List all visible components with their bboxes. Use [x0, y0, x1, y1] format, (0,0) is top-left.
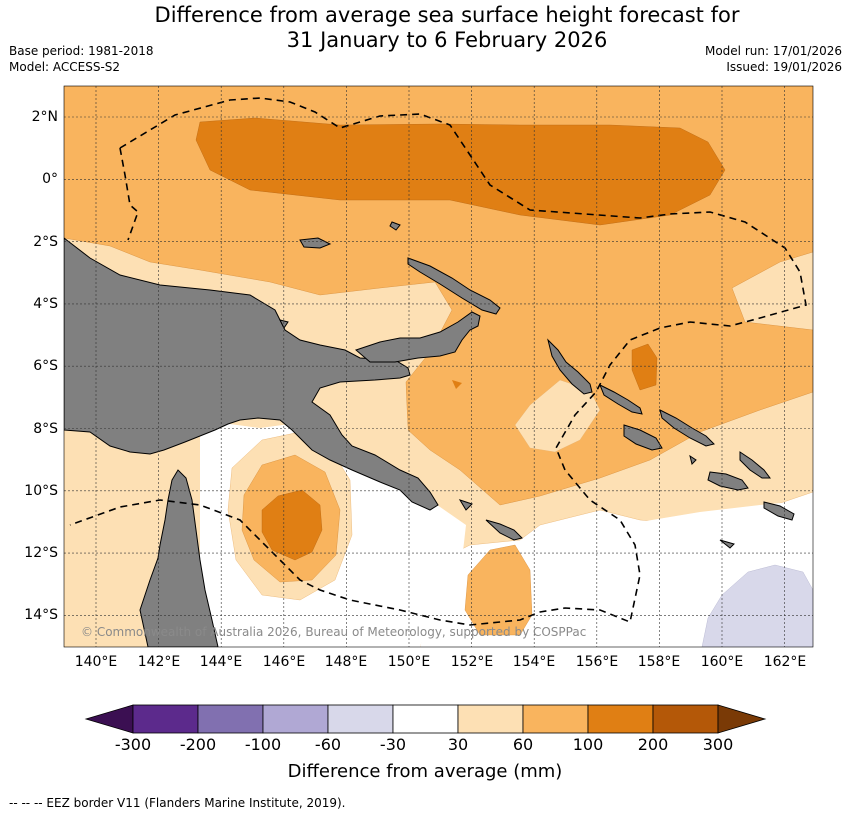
- colorbar-label: -300: [114, 735, 152, 754]
- colorbar-label: 300: [702, 735, 734, 754]
- lat-label-14s: 14°S: [24, 607, 58, 623]
- colorbar-cell-30-30: [392, 704, 459, 734]
- lon-label-152e: 152°E: [450, 654, 494, 670]
- lon-label-140e: 140°E: [74, 654, 118, 670]
- anomaly-100-200-coral-sea: [261, 489, 323, 561]
- model-run: Model run: 17/01/2026: [704, 44, 842, 58]
- colorbar-cell-300-200: [132, 704, 199, 734]
- colorbar-title: Difference from average (mm): [287, 761, 563, 782]
- lat-label-2n: 2°N: [31, 109, 58, 125]
- lat-label-0: 0°: [42, 171, 58, 187]
- land-islet-d: [458, 499, 473, 511]
- colorbar-cell-30-60: [457, 704, 524, 734]
- lon-label-146e: 146°E: [262, 654, 306, 670]
- land-new-ireland: [407, 257, 501, 315]
- colorbar-cell-200-300: [652, 704, 719, 734]
- lon-label-154e: 154°E: [512, 654, 556, 670]
- anomaly-30-60-patch-east: [514, 379, 601, 453]
- map-gridlines: [64, 86, 813, 647]
- lat-label-8s: 8°S: [33, 421, 58, 437]
- land-choiseul: [599, 383, 643, 415]
- land-new-guinea: [64, 237, 439, 511]
- land-bougainville: [547, 338, 593, 395]
- land-islet-f: [689, 454, 697, 465]
- land-malaita: [739, 451, 771, 479]
- colorbar-cell-60-30: [327, 704, 394, 734]
- land-new-georgia: [623, 424, 663, 451]
- colorbar-cell-below-300: [84, 704, 134, 734]
- colorbar-label: 200: [637, 735, 669, 754]
- colorbar-label: 100: [572, 735, 604, 754]
- land-australia: [139, 469, 219, 647]
- colorbar-cell-200-100: [197, 704, 264, 734]
- lon-label-156e: 156°E: [575, 654, 619, 670]
- colorbar-cell-60-100: [522, 704, 589, 734]
- colorbar-label: 60: [512, 735, 534, 754]
- land-guadalcanal: [707, 471, 749, 491]
- eez-border: [69, 97, 807, 626]
- colorbar-cell-100-60: [262, 704, 329, 734]
- land-manus: [299, 237, 332, 249]
- lon-label-142e: 142°E: [137, 654, 181, 670]
- anomaly-30-60-patch-coast: [330, 388, 408, 440]
- anomaly-100-200-north: [195, 117, 726, 226]
- colorbar-label: -30: [379, 735, 407, 754]
- colorbar: [84, 704, 767, 734]
- meta-left: Base period: 1981-2018 Model: ACCESS-S2: [9, 43, 154, 75]
- issued-date: Issued: 19/01/2026: [726, 60, 842, 74]
- lon-label-162e: 162°E: [763, 654, 807, 670]
- title-line-1: Difference from average sea surface heig…: [154, 3, 740, 27]
- land-islet-a: [389, 221, 401, 231]
- anomaly-negative-region: [701, 564, 813, 647]
- lon-label-150e: 150°E: [387, 654, 431, 670]
- colorbar-cell-above-300: [717, 704, 767, 734]
- lat-label-10s: 10°S: [24, 483, 58, 499]
- anomaly-100-200-patch: [631, 343, 658, 391]
- land-santa-isabel: [659, 409, 715, 447]
- map-frame: [63, 85, 814, 648]
- lat-label-2s: 2°S: [33, 234, 58, 250]
- land-new-britain: [355, 311, 481, 363]
- colorbar-cell-100-200: [587, 704, 654, 734]
- colorbar-label: -60: [314, 735, 342, 754]
- anomaly-100-200-dot: [452, 380, 462, 389]
- copyright-notice: © Commonwealth of Australia 2026, Bureau…: [81, 625, 587, 639]
- lat-label-12s: 12°S: [24, 545, 58, 561]
- colorbar-label: -200: [179, 735, 217, 754]
- map-title: Difference from average sea surface heig…: [0, 3, 850, 53]
- eez-legend-note: -- -- -- EEZ border V11 (Flanders Marine…: [9, 796, 346, 810]
- meta-right: Model run: 17/01/2026 Issued: 19/01/2026: [705, 43, 842, 75]
- land-makira: [763, 501, 795, 521]
- lat-label-6s: 6°S: [33, 358, 58, 374]
- land-islet-c: [485, 519, 523, 541]
- lon-label-144e: 144°E: [199, 654, 243, 670]
- lon-label-160e: 160°E: [700, 654, 744, 670]
- lon-label-158e: 158°E: [637, 654, 681, 670]
- colorbar-label: 30: [447, 735, 469, 754]
- title-line-2: 31 January to 6 February 2026: [286, 28, 608, 52]
- lon-label-148e: 148°E: [324, 654, 368, 670]
- colorbar-label: -100: [244, 735, 282, 754]
- land-islet-e: [719, 539, 735, 549]
- base-period: Base period: 1981-2018: [9, 44, 154, 58]
- model-name: Model: ACCESS-S2: [9, 60, 121, 74]
- lat-label-4s: 4°S: [33, 296, 58, 312]
